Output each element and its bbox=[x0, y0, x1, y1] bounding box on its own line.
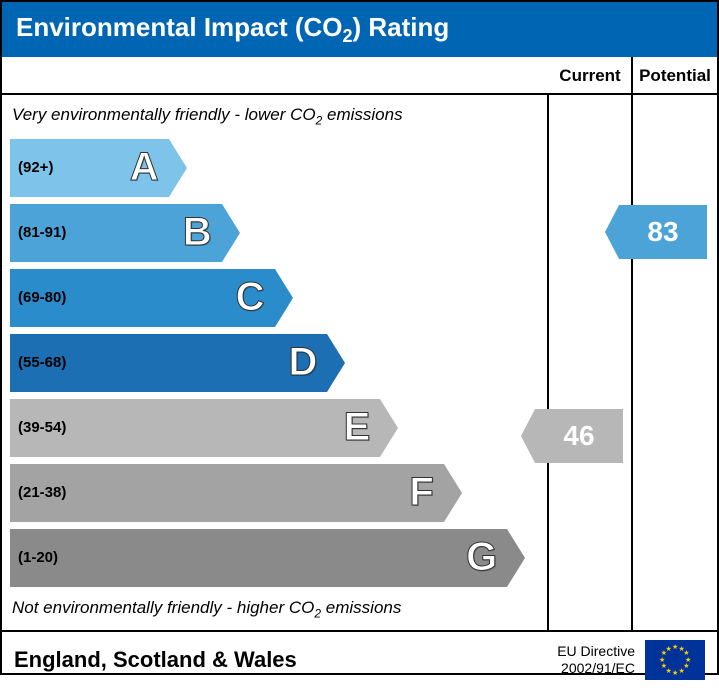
band-letter-d: D bbox=[289, 340, 318, 385]
column-header-current: Current bbox=[549, 57, 633, 95]
potential-column: 83 bbox=[633, 95, 717, 630]
current-indicator-value: 46 bbox=[563, 420, 594, 452]
band-letter-a: A bbox=[130, 145, 159, 190]
band-b: (81-91) B bbox=[10, 204, 222, 262]
band-e: (39-54) E bbox=[10, 399, 380, 457]
directive-line1: EU Directive bbox=[557, 643, 635, 660]
eu-flag-icon: ★★★★★★★★★★★★ bbox=[645, 640, 705, 680]
eu-star-icon: ★ bbox=[672, 669, 678, 677]
band-range-b: (81-91) bbox=[10, 224, 66, 241]
caption-top: Very environmentally friendly - lower CO… bbox=[10, 101, 539, 131]
footer: England, Scotland & Wales EU Directive 2… bbox=[2, 632, 717, 688]
footer-region: England, Scotland & Wales bbox=[14, 647, 557, 673]
band-row-c: (69-80) C bbox=[10, 267, 539, 329]
bands-column: Very environmentally friendly - lower CO… bbox=[2, 95, 549, 630]
column-header-potential: Potential bbox=[633, 57, 717, 95]
header-spacer bbox=[2, 57, 549, 95]
directive-line2: 2002/91/EC bbox=[557, 660, 635, 677]
band-row-d: (55-68) D bbox=[10, 332, 539, 394]
band-d: (55-68) D bbox=[10, 334, 327, 392]
current-column: 46 bbox=[549, 95, 633, 630]
band-range-g: (1-20) bbox=[10, 549, 58, 566]
bands-list: (92+) A (81-91) B (69-80) C (55-68) D (39-54) E (2… bbox=[10, 132, 539, 594]
band-range-a: (92+) bbox=[10, 159, 53, 176]
band-c: (69-80) C bbox=[10, 269, 275, 327]
band-row-g: (1-20) G bbox=[10, 527, 539, 589]
band-letter-c: C bbox=[236, 275, 265, 320]
band-letter-f: F bbox=[409, 470, 433, 515]
band-letter-e: E bbox=[344, 405, 371, 450]
caption-bottom: Not environmentally friendly - higher CO… bbox=[10, 594, 539, 624]
band-row-f: (21-38) F bbox=[10, 462, 539, 524]
chart-title: Environmental Impact (CO2) Rating bbox=[2, 2, 717, 57]
potential-indicator: 83 bbox=[619, 205, 707, 259]
band-letter-b: B bbox=[183, 210, 212, 255]
band-letter-g: G bbox=[466, 535, 497, 580]
band-f: (21-38) F bbox=[10, 464, 444, 522]
band-range-d: (55-68) bbox=[10, 354, 66, 371]
band-range-e: (39-54) bbox=[10, 419, 66, 436]
band-g: (1-20) G bbox=[10, 529, 507, 587]
column-header-row: Current Potential bbox=[2, 57, 717, 95]
potential-indicator-value: 83 bbox=[647, 216, 678, 248]
chart-main: Very environmentally friendly - lower CO… bbox=[2, 95, 717, 632]
band-row-e: (39-54) E bbox=[10, 397, 539, 459]
band-a: (92+) A bbox=[10, 139, 169, 197]
band-range-c: (69-80) bbox=[10, 289, 66, 306]
epc-chart-container: Environmental Impact (CO2) Rating Curren… bbox=[0, 0, 719, 675]
eu-star-icon: ★ bbox=[672, 643, 678, 651]
footer-directive: EU Directive 2002/91/EC bbox=[557, 643, 635, 677]
band-row-a: (92+) A bbox=[10, 137, 539, 199]
eu-star-icon: ★ bbox=[666, 645, 672, 653]
eu-star-icon: ★ bbox=[679, 667, 685, 675]
band-row-b: (81-91) B bbox=[10, 202, 539, 264]
band-range-f: (21-38) bbox=[10, 484, 66, 501]
current-indicator: 46 bbox=[535, 409, 623, 463]
chart-body: Very environmentally friendly - lower CO… bbox=[2, 95, 547, 630]
